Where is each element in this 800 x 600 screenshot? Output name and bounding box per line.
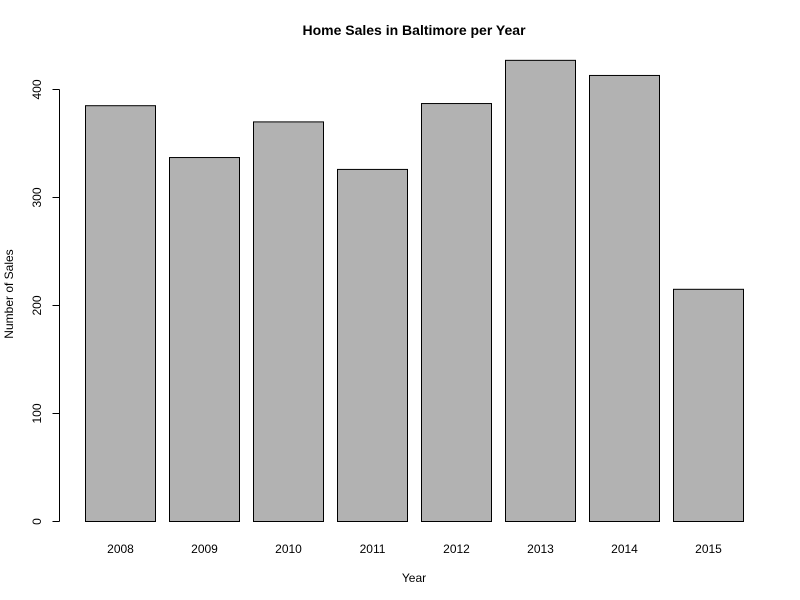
bar-2009 [169, 157, 240, 522]
bar-2011 [337, 168, 408, 522]
bar-2010 [253, 121, 324, 523]
bars [85, 59, 744, 523]
x-tick-label: 2014 [611, 542, 638, 556]
x-tick-label: 2012 [443, 542, 470, 556]
y-tick-label: 400 [30, 79, 44, 99]
x-tick-label: 2008 [107, 542, 134, 556]
bar-2012 [421, 103, 492, 522]
bar-2013 [505, 59, 576, 523]
y-axis: 0 100 200 300 400 [30, 79, 60, 525]
x-tick-labels: 2008 2009 2010 2011 2012 2013 2014 2015 [107, 542, 722, 556]
x-axis-label: Year [402, 571, 426, 585]
bar-2014 [589, 74, 660, 523]
y-tick-label: 200 [30, 295, 44, 315]
chart-title: Home Sales in Baltimore per Year [302, 22, 526, 38]
bar-2015 [673, 288, 744, 522]
x-tick-label: 2009 [191, 542, 218, 556]
x-tick-label: 2013 [527, 542, 554, 556]
y-tick-label: 100 [30, 403, 44, 423]
x-tick-label: 2015 [695, 542, 722, 556]
bar-2008 [85, 105, 156, 522]
y-tick-label: 0 [30, 518, 44, 525]
y-axis-label: Number of Sales [2, 249, 16, 338]
x-tick-label: 2010 [275, 542, 302, 556]
x-tick-label: 2011 [360, 542, 386, 556]
y-tick-label: 300 [30, 187, 44, 207]
